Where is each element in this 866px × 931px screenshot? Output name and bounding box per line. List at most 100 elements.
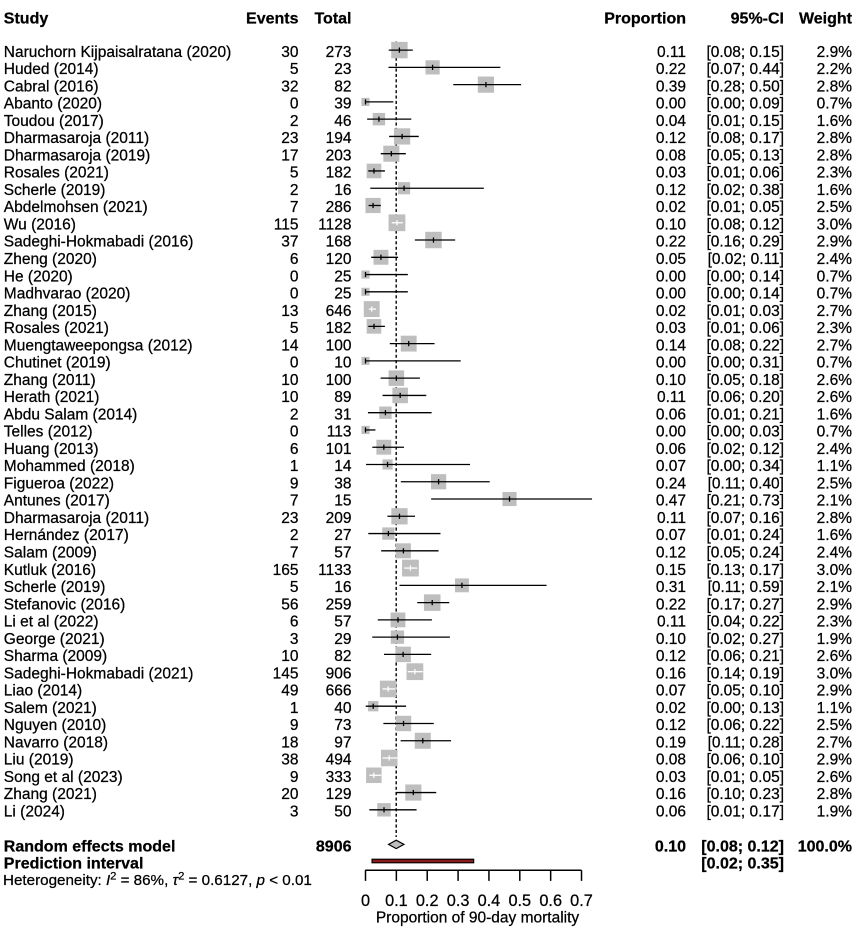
svg-text:Zhang (2021): Zhang (2021) bbox=[4, 786, 97, 803]
svg-text:82: 82 bbox=[334, 648, 351, 665]
svg-text:2: 2 bbox=[290, 113, 299, 130]
svg-text:2.8%: 2.8% bbox=[817, 510, 853, 527]
svg-text:[0.08; 0.22]: [0.08; 0.22] bbox=[706, 337, 784, 354]
svg-text:Rosales (2021): Rosales (2021) bbox=[4, 320, 109, 337]
svg-text:2.9%: 2.9% bbox=[817, 234, 853, 251]
svg-text:[0.06; 0.20]: [0.06; 0.20] bbox=[706, 389, 784, 406]
svg-text:[0.01; 0.06]: [0.01; 0.06] bbox=[706, 165, 784, 182]
svg-text:2.6%: 2.6% bbox=[817, 648, 853, 665]
svg-text:100: 100 bbox=[326, 372, 352, 389]
svg-text:73: 73 bbox=[334, 717, 351, 734]
svg-text:0.14: 0.14 bbox=[656, 337, 687, 354]
svg-text:Hernández (2017): Hernández (2017) bbox=[4, 527, 129, 544]
svg-text:[0.02; 0.38]: [0.02; 0.38] bbox=[706, 182, 784, 199]
svg-text:0.5: 0.5 bbox=[508, 892, 531, 910]
svg-text:10: 10 bbox=[281, 389, 299, 406]
svg-text:[0.28; 0.50]: [0.28; 0.50] bbox=[706, 78, 784, 95]
svg-text:113: 113 bbox=[327, 424, 352, 441]
svg-text:1.6%: 1.6% bbox=[817, 406, 853, 423]
svg-text:182: 182 bbox=[326, 320, 352, 337]
svg-text:0: 0 bbox=[290, 268, 299, 285]
svg-text:2.1%: 2.1% bbox=[817, 579, 853, 596]
svg-text:Abdu Salam (2014): Abdu Salam (2014) bbox=[4, 406, 138, 423]
svg-text:0.16: 0.16 bbox=[656, 665, 686, 682]
svg-text:1.6%: 1.6% bbox=[817, 527, 853, 544]
svg-text:0.7%: 0.7% bbox=[817, 96, 853, 113]
svg-text:[0.16; 0.29]: [0.16; 0.29] bbox=[706, 234, 784, 251]
svg-text:Sharma (2009): Sharma (2009) bbox=[4, 648, 107, 665]
svg-text:Huang (2013): Huang (2013) bbox=[4, 441, 99, 458]
svg-text:[0.07; 0.44]: [0.07; 0.44] bbox=[706, 61, 784, 78]
svg-text:286: 286 bbox=[326, 199, 352, 216]
svg-text:[0.00; 0.14]: [0.00; 0.14] bbox=[706, 268, 784, 285]
svg-text:0.07: 0.07 bbox=[656, 527, 686, 544]
svg-text:Prediction interval: Prediction interval bbox=[4, 856, 144, 873]
svg-text:0.07: 0.07 bbox=[656, 458, 686, 475]
svg-text:[0.10; 0.23]: [0.10; 0.23] bbox=[706, 786, 784, 803]
svg-text:18: 18 bbox=[281, 734, 298, 751]
svg-text:Naruchorn Kijpaisalratana (202: Naruchorn Kijpaisalratana (2020) bbox=[4, 44, 231, 61]
svg-text:0.10: 0.10 bbox=[656, 631, 687, 648]
svg-text:2.7%: 2.7% bbox=[817, 303, 853, 320]
svg-text:Toudou (2017): Toudou (2017) bbox=[4, 113, 104, 130]
svg-text:Dharmasaroja (2019): Dharmasaroja (2019) bbox=[4, 147, 150, 164]
svg-text:0.22: 0.22 bbox=[656, 61, 686, 78]
svg-text:2.3%: 2.3% bbox=[817, 320, 853, 337]
svg-text:25: 25 bbox=[334, 268, 351, 285]
svg-text:[0.11; 0.40]: [0.11; 0.40] bbox=[708, 475, 784, 492]
svg-text:[0.00; 0.14]: [0.00; 0.14] bbox=[706, 286, 784, 303]
svg-text:[0.07; 0.16]: [0.07; 0.16] bbox=[706, 510, 784, 527]
svg-text:George (2021): George (2021) bbox=[4, 631, 105, 648]
svg-text:Dharmasaroja (2011): Dharmasaroja (2011) bbox=[4, 130, 149, 147]
svg-text:He (2020): He (2020) bbox=[4, 268, 73, 285]
svg-text:Salam (2009): Salam (2009) bbox=[4, 545, 97, 562]
svg-text:Events: Events bbox=[246, 11, 299, 28]
svg-text:0.06: 0.06 bbox=[656, 406, 686, 423]
svg-text:14: 14 bbox=[281, 337, 299, 354]
svg-text:Wu (2016): Wu (2016) bbox=[4, 217, 76, 234]
svg-text:0.11: 0.11 bbox=[657, 44, 686, 61]
svg-text:2.6%: 2.6% bbox=[817, 389, 853, 406]
svg-text:906: 906 bbox=[326, 665, 352, 682]
svg-text:0.02: 0.02 bbox=[656, 199, 686, 216]
svg-text:23: 23 bbox=[281, 510, 298, 527]
svg-text:[0.01; 0.05]: [0.01; 0.05] bbox=[706, 199, 784, 216]
svg-text:0.02: 0.02 bbox=[656, 700, 686, 717]
svg-text:Liao (2014): Liao (2014) bbox=[4, 683, 82, 700]
svg-text:[0.06; 0.10]: [0.06; 0.10] bbox=[706, 752, 784, 769]
svg-text:20: 20 bbox=[281, 786, 299, 803]
svg-text:182: 182 bbox=[326, 165, 352, 182]
svg-text:5: 5 bbox=[290, 165, 299, 182]
svg-text:97: 97 bbox=[334, 734, 351, 751]
svg-text:16: 16 bbox=[334, 579, 351, 596]
svg-text:[0.06; 0.21]: [0.06; 0.21] bbox=[706, 648, 784, 665]
svg-text:0: 0 bbox=[290, 96, 299, 113]
svg-text:5: 5 bbox=[290, 579, 299, 596]
svg-text:1.9%: 1.9% bbox=[817, 631, 853, 648]
svg-text:2.7%: 2.7% bbox=[817, 337, 853, 354]
svg-text:2.9%: 2.9% bbox=[817, 44, 853, 61]
svg-text:Madhvarao (2020): Madhvarao (2020) bbox=[4, 286, 131, 303]
svg-text:0.24: 0.24 bbox=[656, 475, 687, 492]
svg-text:Li et al (2022): Li et al (2022) bbox=[4, 614, 99, 631]
svg-text:333: 333 bbox=[326, 769, 352, 786]
svg-text:0.06: 0.06 bbox=[656, 804, 686, 821]
svg-text:13: 13 bbox=[281, 303, 298, 320]
svg-text:0.02: 0.02 bbox=[656, 303, 686, 320]
svg-text:0.03: 0.03 bbox=[656, 769, 686, 786]
svg-text:7: 7 bbox=[290, 545, 299, 562]
svg-text:[0.08; 0.15]: [0.08; 0.15] bbox=[706, 44, 784, 61]
svg-text:2.9%: 2.9% bbox=[817, 752, 853, 769]
svg-text:[0.02; 0.11]: [0.02; 0.11] bbox=[708, 251, 784, 268]
svg-text:57: 57 bbox=[334, 614, 351, 631]
svg-text:Total: Total bbox=[314, 11, 351, 28]
svg-text:2.3%: 2.3% bbox=[817, 165, 853, 182]
svg-text:Mohammed (2018): Mohammed (2018) bbox=[4, 458, 135, 475]
svg-text:Figueroa (2022): Figueroa (2022) bbox=[4, 475, 114, 492]
svg-text:1.1%: 1.1% bbox=[817, 458, 853, 475]
svg-text:2.5%: 2.5% bbox=[817, 475, 853, 492]
svg-text:0.11: 0.11 bbox=[657, 510, 686, 527]
svg-text:0.31: 0.31 bbox=[656, 579, 686, 596]
svg-text:0.15: 0.15 bbox=[656, 562, 686, 579]
svg-text:17: 17 bbox=[281, 147, 298, 164]
